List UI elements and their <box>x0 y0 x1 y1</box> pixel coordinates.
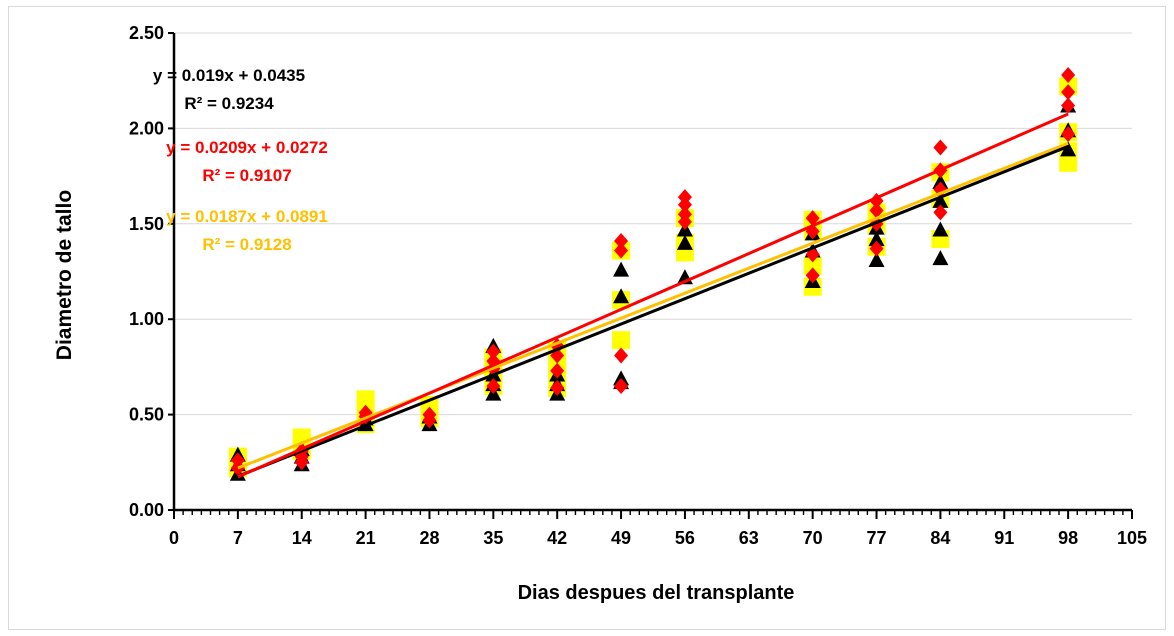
x-tick-label: 7 <box>233 528 243 548</box>
data-point-diamond <box>422 406 437 423</box>
data-point-diamond <box>550 379 565 396</box>
x-tick-label: 70 <box>803 528 823 548</box>
equation-orange-line2: R² = 0.9128 <box>202 235 291 254</box>
data-point-triangle <box>932 250 949 266</box>
data-point-square <box>803 256 822 275</box>
data-point-diamond <box>1061 66 1076 83</box>
data-point-triangle <box>613 261 630 277</box>
x-tick-label: 49 <box>611 528 631 548</box>
grid-lines <box>174 32 1132 416</box>
data-point-diamond <box>1061 97 1076 114</box>
data-point-triangle <box>868 252 885 268</box>
data-point-diamond <box>614 242 629 259</box>
x-tick-label: 28 <box>419 528 439 548</box>
data-point-diamond <box>614 232 629 249</box>
data-point-diamond <box>614 347 629 364</box>
equation-black-line1: y = 0.019x + 0.0435 <box>153 66 305 85</box>
data-point-triangle <box>676 234 693 250</box>
x-tick-label: 14 <box>292 528 312 548</box>
y-axis-title: Diametro de tallo <box>53 190 76 360</box>
data-point-triangle <box>932 173 949 189</box>
trendline <box>237 141 1069 470</box>
data-point-diamond <box>550 362 565 379</box>
x-tick-label: 84 <box>930 528 950 548</box>
data-point-triangle <box>868 231 885 247</box>
x-tick-label: 63 <box>739 528 759 548</box>
y-tick-label: 0.50 <box>129 405 164 425</box>
data-points <box>228 66 1078 481</box>
data-point-diamond <box>486 377 501 394</box>
data-point-diamond <box>677 206 692 223</box>
data-point-diamond <box>933 139 948 156</box>
y-tick-label: 2.50 <box>129 23 164 43</box>
chart-area: 0.00 0.50 1.00 1.50 2.00 2.50 0 7 14 21 28 35 42 49 56… <box>8 6 1166 630</box>
data-point-diamond <box>805 267 820 284</box>
x-tick-label: 35 <box>483 528 503 548</box>
data-point-diamond <box>230 452 245 469</box>
trendlines <box>237 112 1069 479</box>
scatter-chart: 0.00 0.50 1.00 1.50 2.00 2.50 0 7 14 21 28 35 42 49 56… <box>53 23 1147 604</box>
trendline-equations: y = 0.019x + 0.0435 R² = 0.9234 y = 0.02… <box>153 66 328 254</box>
y-tick-label: 1.00 <box>129 309 164 329</box>
x-tick-label: 0 <box>169 528 179 548</box>
y-tick-label: 2.00 <box>129 118 164 138</box>
equation-orange-line1: y = 0.0187x + 0.0891 <box>166 207 328 226</box>
equation-red-line1: y = 0.0209x + 0.0272 <box>166 138 328 157</box>
y-tick-label: 0.00 <box>129 500 164 520</box>
x-tick-label: 42 <box>547 528 567 548</box>
data-point-diamond <box>614 377 629 394</box>
data-point-diamond <box>1061 84 1076 101</box>
equation-black-line2: R² = 0.9234 <box>184 94 274 113</box>
data-point-diamond <box>805 210 820 227</box>
data-point-triangle <box>932 221 949 237</box>
data-point-triangle <box>613 288 630 304</box>
data-point-square <box>356 390 375 409</box>
data-point-diamond <box>933 204 948 221</box>
data-point-square <box>612 331 631 350</box>
x-tick-label: 91 <box>994 528 1014 548</box>
trendline <box>237 112 1069 479</box>
data-point-diamond <box>486 343 501 360</box>
x-tick-label: 77 <box>867 528 887 548</box>
data-point-triangle <box>932 192 949 208</box>
x-tick-label: 105 <box>1117 528 1147 548</box>
trendline <box>237 145 1069 478</box>
axes: 0.00 0.50 1.00 1.50 2.00 2.50 0 7 14 21 28 35 42 49 56… <box>129 23 1147 548</box>
data-point-triangle <box>613 370 630 386</box>
data-point-diamond <box>677 189 692 206</box>
y-tick-label: 1.50 <box>129 214 164 234</box>
x-tick-label: 98 <box>1058 528 1078 548</box>
x-axis-title: Dias despues del transplante <box>518 582 795 604</box>
x-tick-label: 21 <box>356 528 376 548</box>
data-point-triangle <box>1060 141 1077 157</box>
equation-red-line2: R² = 0.9107 <box>202 166 291 185</box>
data-point-diamond <box>869 202 884 219</box>
x-tick-label: 56 <box>675 528 695 548</box>
data-point-diamond <box>869 240 884 257</box>
